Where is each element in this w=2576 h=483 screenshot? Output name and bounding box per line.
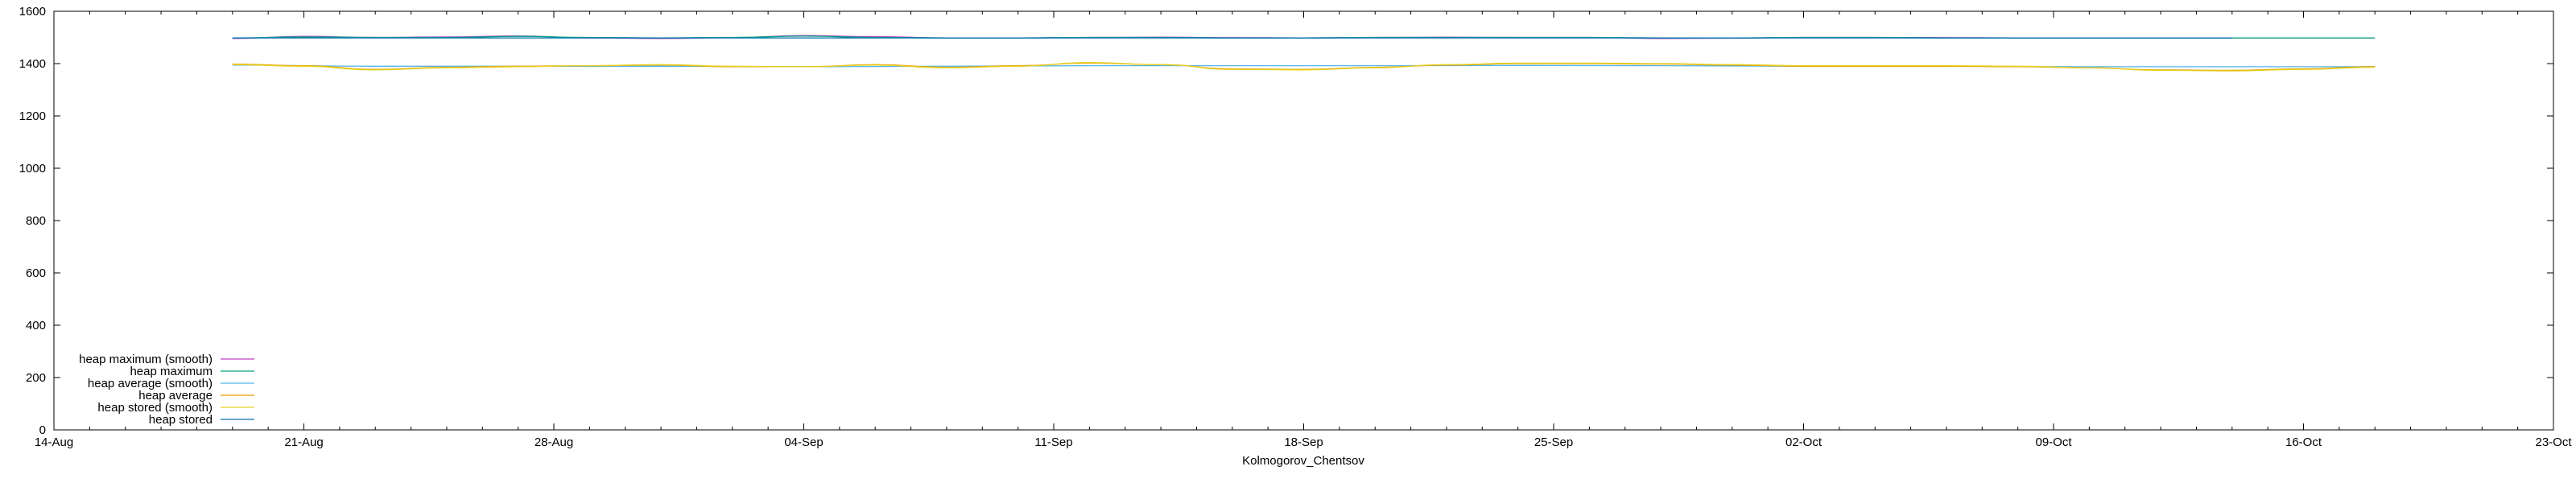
legend-label: heap stored (smooth) [97,401,213,415]
y-axis: 0 200 400 600 800 1000 1200 1400 1600 [19,5,2553,437]
legend-label: heap maximum [130,365,213,378]
x-axis: 14-Aug 21-Aug 28-Aug 04-Sep 11-Sep 18-Sep 25-S… [35,11,2572,449]
y-tick-label: 1000 [19,162,46,175]
x-tick-label: 28-Aug [535,436,573,449]
x-tick-label: 11-Sep [1034,436,1072,449]
y-tick-label: 600 [26,266,46,280]
x-tick-label: 02-Oct [1785,436,1823,449]
y-tick-label: 1400 [19,57,46,71]
legend-label: heap maximum (smooth) [79,353,213,366]
x-tick-label: 18-Sep [1284,436,1323,449]
y-tick-label: 200 [26,371,46,385]
legend-label: heap average [138,389,213,402]
y-tick-label: 800 [26,214,46,228]
plot-frame [53,10,2554,431]
x-tick-label: 16-Oct [2285,436,2322,449]
series-layer [232,35,2376,72]
y-tick-label: 0 [39,423,46,437]
x-tick-label: 21-Aug [284,436,323,449]
x-tick-label: 04-Sep [784,436,823,449]
x-tick-label: 25-Sep [1534,436,1573,449]
x-tick-label: 09-Oct [2035,436,2072,449]
legend-label: heap average (smooth) [88,377,213,390]
y-tick-label: 400 [26,319,46,332]
legend-label: heap stored [149,413,213,427]
x-tick-label: 23-Oct [2535,436,2572,449]
x-axis-label: Kolmogorov_Chentsov [1242,454,1364,468]
series-line [232,62,2376,72]
x-tick-label: 14-Aug [35,436,73,449]
y-tick-label: 1600 [19,5,46,19]
y-tick-label: 1200 [19,109,46,123]
